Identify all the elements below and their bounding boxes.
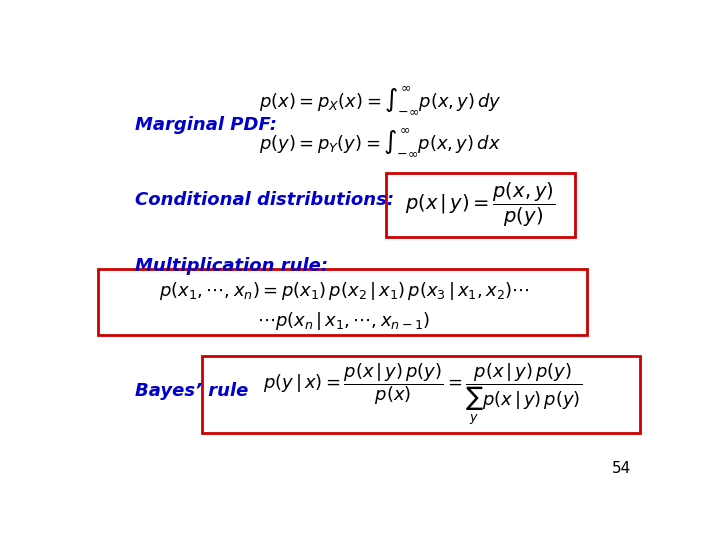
- Text: Marginal PDF:: Marginal PDF:: [135, 116, 276, 134]
- Text: $p(x) = p_X(x) = \int_{-\infty}^{\infty} p(x,y)\,dy$: $p(x) = p_X(x) = \int_{-\infty}^{\infty}…: [258, 84, 502, 116]
- Text: $p(x_1,\cdots,x_n) = p(x_1)\,p(x_2\,|\,x_1)\,p(x_3\,|\,x_1,x_2)\cdots$: $p(x_1,\cdots,x_n) = p(x_1)\,p(x_2\,|\,x…: [158, 280, 529, 302]
- Text: $p(x\,|\,y) = \dfrac{p(x,y)}{p(y)}$: $p(x\,|\,y) = \dfrac{p(x,y)}{p(y)}$: [405, 181, 556, 229]
- Text: $p(y\,|\,x) = \dfrac{p(x\,|\,y)\,p(y)}{p(x)} = \dfrac{p(x\,|\,y)\,p(y)}{\sum_y p: $p(y\,|\,x) = \dfrac{p(x\,|\,y)\,p(y)}{p…: [263, 361, 582, 427]
- FancyBboxPatch shape: [99, 269, 587, 335]
- Text: Bayes’ rule: Bayes’ rule: [135, 382, 248, 400]
- FancyBboxPatch shape: [202, 356, 639, 433]
- Text: Conditional distributions:: Conditional distributions:: [135, 191, 394, 209]
- FancyBboxPatch shape: [386, 173, 575, 238]
- Text: $\cdots p(x_n\,|\,x_1,\cdots,x_{n-1})$: $\cdots p(x_n\,|\,x_1,\cdots,x_{n-1})$: [257, 309, 431, 332]
- Text: Multiplication rule:: Multiplication rule:: [135, 258, 328, 275]
- Text: $p(y) = p_Y(y) = \int_{-\infty}^{\infty} p(x,y)\,dx$: $p(y) = p_Y(y) = \int_{-\infty}^{\infty}…: [259, 126, 501, 158]
- Text: 54: 54: [612, 461, 631, 476]
